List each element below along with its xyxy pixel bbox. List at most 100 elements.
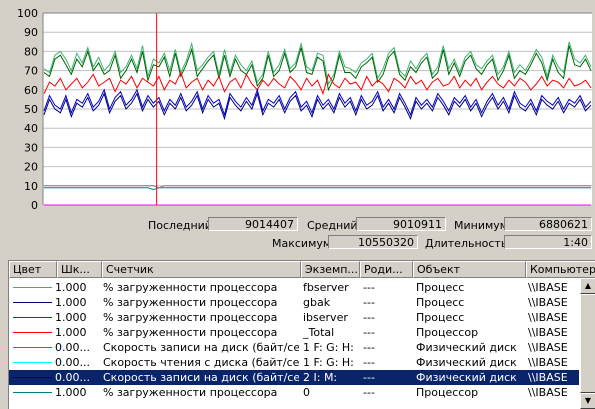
vertical-scrollbar[interactable]: ▲ ▼ bbox=[580, 278, 595, 409]
y-tick-label: 0 bbox=[31, 199, 38, 212]
row-color-swatch bbox=[13, 302, 52, 303]
maximum-value: 10550320 bbox=[328, 235, 418, 249]
average-label: Средний bbox=[307, 219, 358, 232]
column-header-counter[interactable]: Счетчик bbox=[102, 261, 301, 278]
duration-label: Длительность bbox=[425, 237, 508, 250]
row-instance: ibserver bbox=[303, 311, 348, 324]
row-object: Процесс bbox=[416, 311, 465, 324]
row-scale: 1.000 bbox=[55, 386, 87, 399]
row-instance: 2 I: M: bbox=[303, 371, 338, 384]
table-row[interactable]: 1.000 % загруженности процессора gbak --- Пр… bbox=[9, 295, 579, 310]
column-header-instance[interactable]: Экземп... bbox=[301, 261, 360, 278]
y-tick-label: 40 bbox=[24, 122, 38, 135]
y-tick-label: 70 bbox=[24, 65, 38, 78]
row-computer: \\IBASE bbox=[528, 311, 568, 324]
row-computer: \\IBASE bbox=[528, 296, 568, 309]
column-header-object[interactable]: Объект bbox=[413, 261, 526, 278]
row-computer: \\IBASE bbox=[528, 356, 568, 369]
row-object: Процесс bbox=[416, 281, 465, 294]
series-line-4 bbox=[43, 88, 592, 117]
row-object: Физический диск bbox=[416, 341, 517, 354]
row-counter: % загруженности процессора bbox=[103, 386, 278, 399]
row-counter: % загруженности процессора bbox=[103, 296, 278, 309]
row-scale: 0.00... bbox=[55, 341, 90, 354]
column-header-scale[interactable]: Шк... bbox=[57, 261, 102, 278]
series-line-2 bbox=[43, 71, 592, 96]
scroll-down-button[interactable]: ▼ bbox=[580, 393, 595, 409]
row-computer: \\IBASE bbox=[528, 326, 568, 339]
table-row[interactable]: 0.00... Скорость записи на диск (байт/сек… bbox=[9, 370, 579, 385]
row-instance: 1 F: G: H: bbox=[303, 341, 354, 354]
table-row[interactable]: 0.00... Скорость чтения с диска (байт/сек… bbox=[9, 355, 579, 370]
row-computer: \\IBASE bbox=[528, 386, 568, 399]
row-object: Процессор bbox=[416, 326, 479, 339]
y-tick-label: 90 bbox=[24, 26, 38, 39]
row-parent: --- bbox=[363, 386, 375, 399]
table-row[interactable]: 1.000 % загруженности процессора fbserver -… bbox=[9, 280, 579, 295]
row-parent: --- bbox=[363, 341, 375, 354]
arrow-down-icon: ▼ bbox=[584, 396, 592, 405]
last-value: 9014407 bbox=[208, 217, 298, 231]
row-object: Физический диск bbox=[416, 371, 517, 384]
table-row[interactable]: 1.000 % загруженности процессора ibserver -… bbox=[9, 310, 579, 325]
list-header: Цвет Шк... Счетчик Экземп... Роди... Объ… bbox=[9, 261, 595, 279]
row-scale: 0.00... bbox=[55, 371, 90, 384]
y-tick-label: 100 bbox=[17, 7, 38, 20]
series-line-6 bbox=[44, 185, 591, 189]
last-label: Последний bbox=[148, 219, 212, 232]
series-line-1 bbox=[43, 45, 592, 92]
minimum-value: 6880621 bbox=[504, 217, 592, 231]
row-counter: Скорость записи на диск (байт/сек) bbox=[103, 371, 299, 384]
row-counter: Скорость записи на диск (байт/сек) bbox=[103, 341, 299, 354]
row-counter: % загруженности процессора bbox=[103, 281, 278, 294]
table-row[interactable]: 1.000 % загруженности процессора 0 --- Проце… bbox=[9, 385, 579, 400]
series-line-5 bbox=[44, 187, 591, 191]
grid-lines bbox=[43, 31, 592, 187]
row-color-swatch bbox=[13, 362, 52, 363]
row-computer: \\IBASE bbox=[528, 281, 568, 294]
row-color-swatch bbox=[13, 287, 52, 288]
y-tick-label: 30 bbox=[24, 141, 38, 154]
table-row[interactable]: 0.00... Скорость записи на диск (байт/сек… bbox=[9, 340, 579, 355]
series-line-3 bbox=[43, 91, 592, 121]
row-object: Процесс bbox=[416, 296, 465, 309]
series-line-0 bbox=[43, 41, 592, 86]
row-parent: --- bbox=[363, 371, 375, 384]
column-header-computer[interactable]: Компьютер bbox=[526, 261, 595, 278]
row-scale: 1.000 bbox=[55, 296, 87, 309]
y-tick-label: 80 bbox=[24, 45, 38, 58]
column-header-color[interactable]: Цвет bbox=[9, 261, 57, 278]
row-scale: 1.000 bbox=[55, 281, 87, 294]
row-color-swatch bbox=[13, 347, 52, 348]
row-computer: \\IBASE bbox=[528, 371, 568, 384]
y-tick-label: 20 bbox=[24, 161, 38, 174]
row-scale: 1.000 bbox=[55, 311, 87, 324]
row-computer: \\IBASE bbox=[528, 341, 568, 354]
row-parent: --- bbox=[363, 356, 375, 369]
column-header-parent[interactable]: Роди... bbox=[360, 261, 413, 278]
row-object: Физический диск bbox=[416, 356, 517, 369]
row-color-swatch bbox=[13, 392, 52, 393]
table-row[interactable]: 1.000 % загруженности процессора _Total ---… bbox=[9, 325, 579, 340]
y-tick-label: 60 bbox=[24, 84, 38, 97]
row-instance: fbserver bbox=[303, 281, 349, 294]
row-instance: 1 F: G: H: bbox=[303, 356, 354, 369]
row-color-swatch bbox=[13, 332, 52, 333]
row-parent: --- bbox=[363, 296, 375, 309]
scroll-thumb[interactable] bbox=[580, 294, 595, 393]
scroll-up-button[interactable]: ▲ bbox=[580, 278, 595, 294]
row-object: Процессор bbox=[416, 386, 479, 399]
row-parent: --- bbox=[363, 311, 375, 324]
y-tick-label: 10 bbox=[24, 180, 38, 193]
arrow-up-icon: ▲ bbox=[584, 281, 592, 290]
row-counter: % загруженности процессора bbox=[103, 311, 278, 324]
row-instance: gbak bbox=[303, 296, 331, 309]
row-instance: 0 bbox=[303, 386, 310, 399]
row-counter: Скорость чтения с диска (байт/сек) bbox=[103, 356, 299, 369]
series-lines bbox=[43, 41, 592, 206]
duration-value: 1:40 bbox=[504, 235, 592, 249]
minimum-label: Минимум bbox=[454, 219, 509, 232]
counter-list[interactable]: Цвет Шк... Счетчик Экземп... Роди... Объ… bbox=[8, 260, 595, 409]
